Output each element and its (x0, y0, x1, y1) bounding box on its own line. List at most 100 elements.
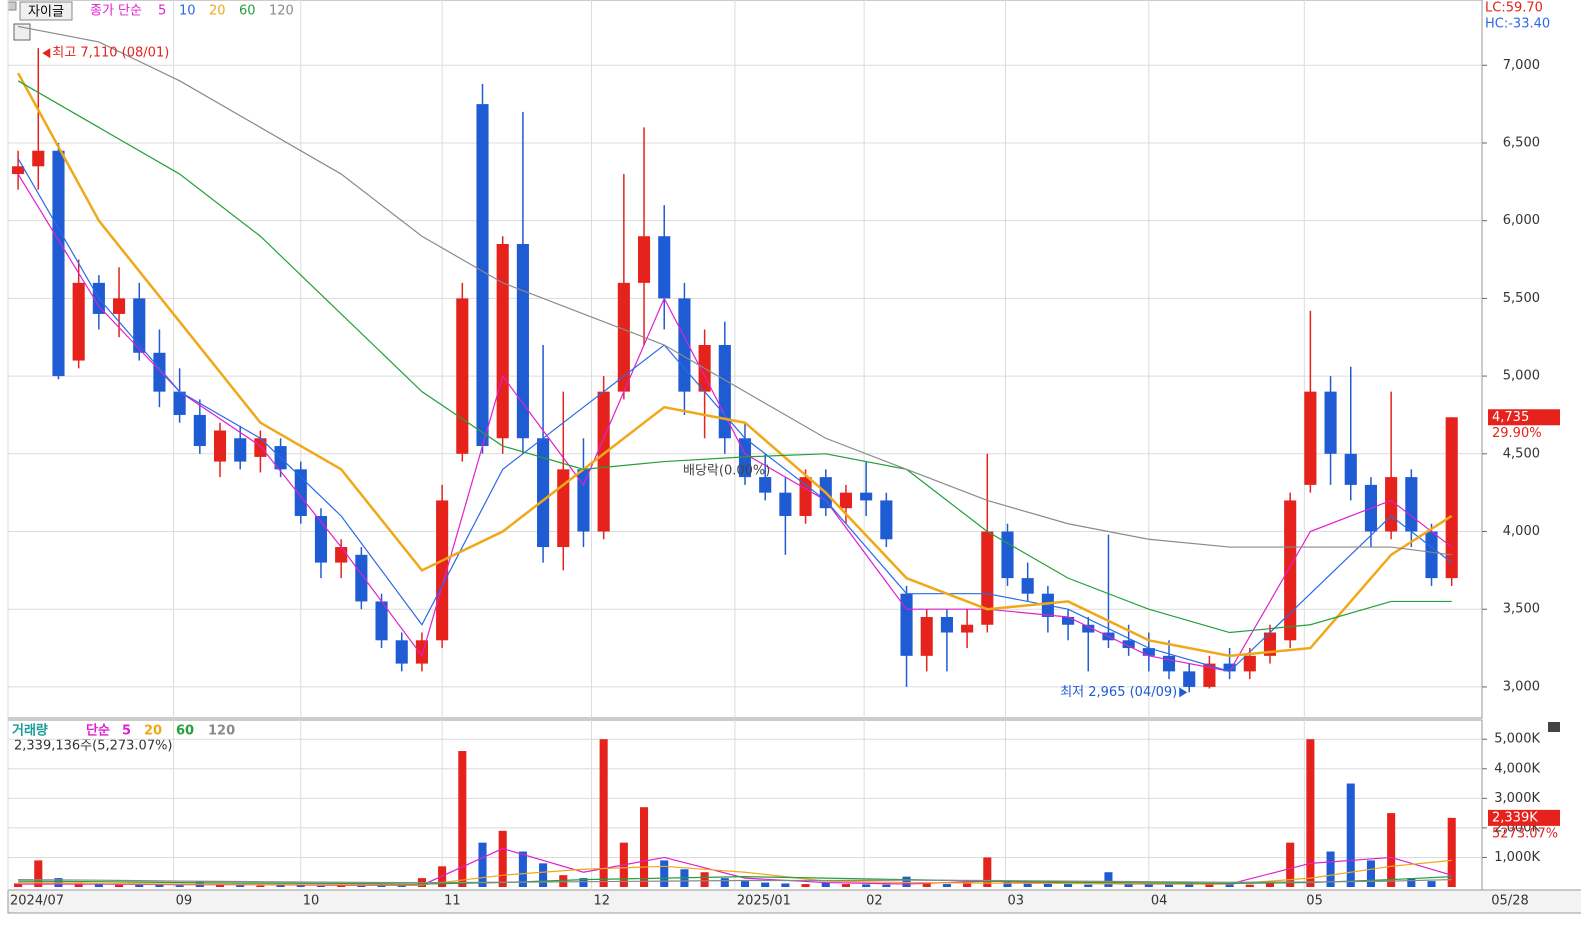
candle-body (72, 282, 85, 361)
y-tick-label: 7,000 (1503, 58, 1540, 73)
candle-body (1082, 624, 1095, 633)
candle-body (496, 243, 509, 439)
volume-bar (74, 882, 83, 887)
y-tick-label: 1,000K (1494, 850, 1540, 865)
legend-entry: 60 (176, 724, 194, 739)
candle-body (1162, 655, 1176, 672)
volume-bar (740, 881, 750, 887)
x-tick-label: 03 (1007, 894, 1024, 909)
volume-title: 거래량 (12, 724, 48, 739)
volume-bar (1427, 881, 1436, 887)
candle-body (516, 243, 529, 439)
volume-bar (337, 885, 346, 887)
table-icon[interactable] (13, 23, 31, 41)
candle-body (52, 150, 65, 377)
candle-body (294, 469, 307, 516)
candle-body (961, 624, 974, 633)
price-change: 29.90% (1492, 426, 1542, 441)
x-tick-label: 11 (444, 894, 461, 909)
volume-bar (841, 884, 850, 887)
candle-body (234, 438, 247, 462)
volume-bar (781, 883, 790, 887)
volume-bar (559, 875, 568, 887)
volume-bar (761, 882, 770, 887)
candle-body (375, 601, 388, 641)
candle-body (839, 492, 853, 509)
panel-close[interactable] (1548, 722, 1560, 732)
y-tick-label: 5,000 (1503, 369, 1540, 384)
volume-bar (640, 807, 649, 887)
volume-bar (983, 857, 992, 887)
candle-body (1263, 632, 1277, 656)
candle-body (1344, 453, 1357, 485)
candle-body (1142, 648, 1155, 656)
y-tick-label: 5,500 (1503, 291, 1540, 306)
volume-bar (94, 884, 103, 887)
candle-body (1183, 671, 1196, 687)
volume-bar (377, 885, 386, 887)
stock-name[interactable]: 자이글 (28, 5, 64, 20)
candle-body (133, 298, 146, 353)
lc-label: LC:59.70 (1485, 1, 1543, 16)
volume-bar (1185, 883, 1194, 887)
legend-entry: 5 (122, 724, 131, 739)
volume-bar (1306, 739, 1315, 887)
volume-bar (155, 884, 164, 887)
volume-bar (1366, 860, 1375, 887)
volume-bar (115, 884, 124, 887)
volume-bar (1245, 884, 1254, 887)
legend-entry: 5 (158, 4, 166, 19)
volume-bar (942, 884, 951, 887)
volume-bar (357, 885, 366, 887)
price-tag (1488, 409, 1560, 426)
volume-bar (1326, 851, 1335, 887)
y-tick-label: 4,000K (1494, 761, 1540, 776)
y-tick-label: 3,500 (1503, 602, 1540, 617)
volume-bar (1346, 783, 1355, 887)
candle-body (658, 236, 671, 299)
hc-label: HC:-33.40 (1485, 17, 1550, 32)
candle-body (799, 477, 812, 516)
candle-body (335, 547, 348, 563)
candle-body (759, 477, 772, 493)
candle-body (1001, 531, 1014, 579)
high-annotation: 최고 7,110 (08/01) (52, 46, 169, 61)
candle-body (1223, 663, 1236, 672)
candle-body (456, 298, 469, 454)
y-tick-label: 4,500 (1503, 446, 1540, 461)
ma-line (17, 158, 1453, 673)
volume-bar (1144, 884, 1153, 887)
candle-body (112, 298, 126, 314)
volume-bar (135, 884, 144, 887)
volume-bar (1084, 884, 1093, 887)
candle-body (617, 282, 630, 392)
volume-bar (579, 878, 588, 887)
x-tick-label: 2025/01 (737, 894, 791, 909)
legend-entry: 20 (144, 724, 162, 739)
legend-entry: 120 (208, 724, 235, 739)
x-tick-label: 05/28 (1491, 894, 1528, 909)
candle-body (981, 531, 994, 625)
volume-bar (1064, 884, 1073, 887)
x-tick-label: 02 (866, 894, 883, 909)
dividend-annotation: 배당락(0.00%) (683, 464, 770, 479)
volume-tag (1488, 809, 1560, 826)
candle-body (153, 352, 166, 392)
x-tick-label: 09 (176, 894, 193, 909)
legend-prefix: 단순 (86, 723, 110, 739)
volume-bar (316, 885, 326, 887)
candle-body (476, 104, 489, 447)
volume-bar (660, 860, 669, 887)
candle-body (880, 500, 893, 540)
candle-body (1445, 417, 1458, 579)
volume-bar (821, 882, 830, 887)
stock-name-box[interactable] (19, 1, 73, 21)
ma-line (18, 879, 1452, 884)
candle-body (193, 414, 206, 447)
volume-bar (276, 885, 285, 887)
ma-line (18, 876, 1452, 885)
candle-body (436, 500, 449, 641)
candle-body (254, 438, 267, 457)
candle-body (173, 391, 186, 415)
